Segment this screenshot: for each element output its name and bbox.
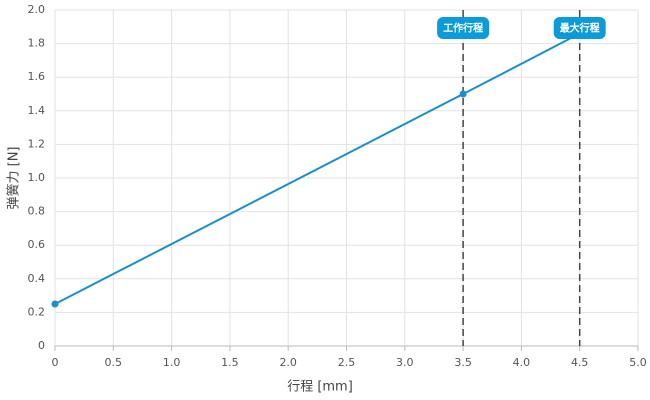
y-tick-label: 0.6 — [28, 238, 46, 251]
y-tick-label: 0.8 — [28, 205, 46, 218]
y-tick-label: 1.2 — [28, 137, 46, 150]
x-tick-label: 4.0 — [513, 356, 531, 369]
y-tick-label: 1.4 — [28, 104, 46, 117]
y-tick-label: 1.6 — [28, 70, 46, 83]
annotation-label: 最大行程 — [560, 22, 600, 35]
x-tick-label: 3.5 — [454, 356, 472, 369]
x-tick-label: 2.5 — [338, 356, 356, 369]
y-tick-label: 1.8 — [28, 37, 46, 50]
x-tick-label: 2.0 — [279, 356, 297, 369]
x-tick-label: 1.5 — [221, 356, 239, 369]
y-tick-label: 0 — [38, 339, 45, 352]
annotation-badge — [553, 17, 606, 39]
x-tick-label: 0.5 — [105, 356, 123, 369]
y-tick-label: 2.0 — [28, 3, 46, 16]
x-axis-label: 行程 [mm] — [287, 380, 353, 395]
y-tick-label: 0.2 — [28, 305, 46, 318]
series-line — [54, 32, 581, 305]
point — [51, 300, 59, 308]
x-tick-label: 5.0 — [629, 356, 647, 369]
point — [459, 90, 467, 98]
y-tick-label: 0.4 — [28, 272, 46, 285]
x-tick-label: 1.0 — [163, 356, 181, 369]
annotation-label: 工作行程 — [443, 22, 483, 35]
annotation-badge — [437, 17, 490, 39]
y-tick-label: 1.0 — [28, 171, 46, 184]
x-tick-label: 3.0 — [396, 356, 414, 369]
x-tick-label: 4.5 — [571, 356, 589, 369]
x-tick-label: 0 — [52, 356, 59, 369]
y-axis-label: 弹簧力 [N] — [6, 146, 22, 209]
